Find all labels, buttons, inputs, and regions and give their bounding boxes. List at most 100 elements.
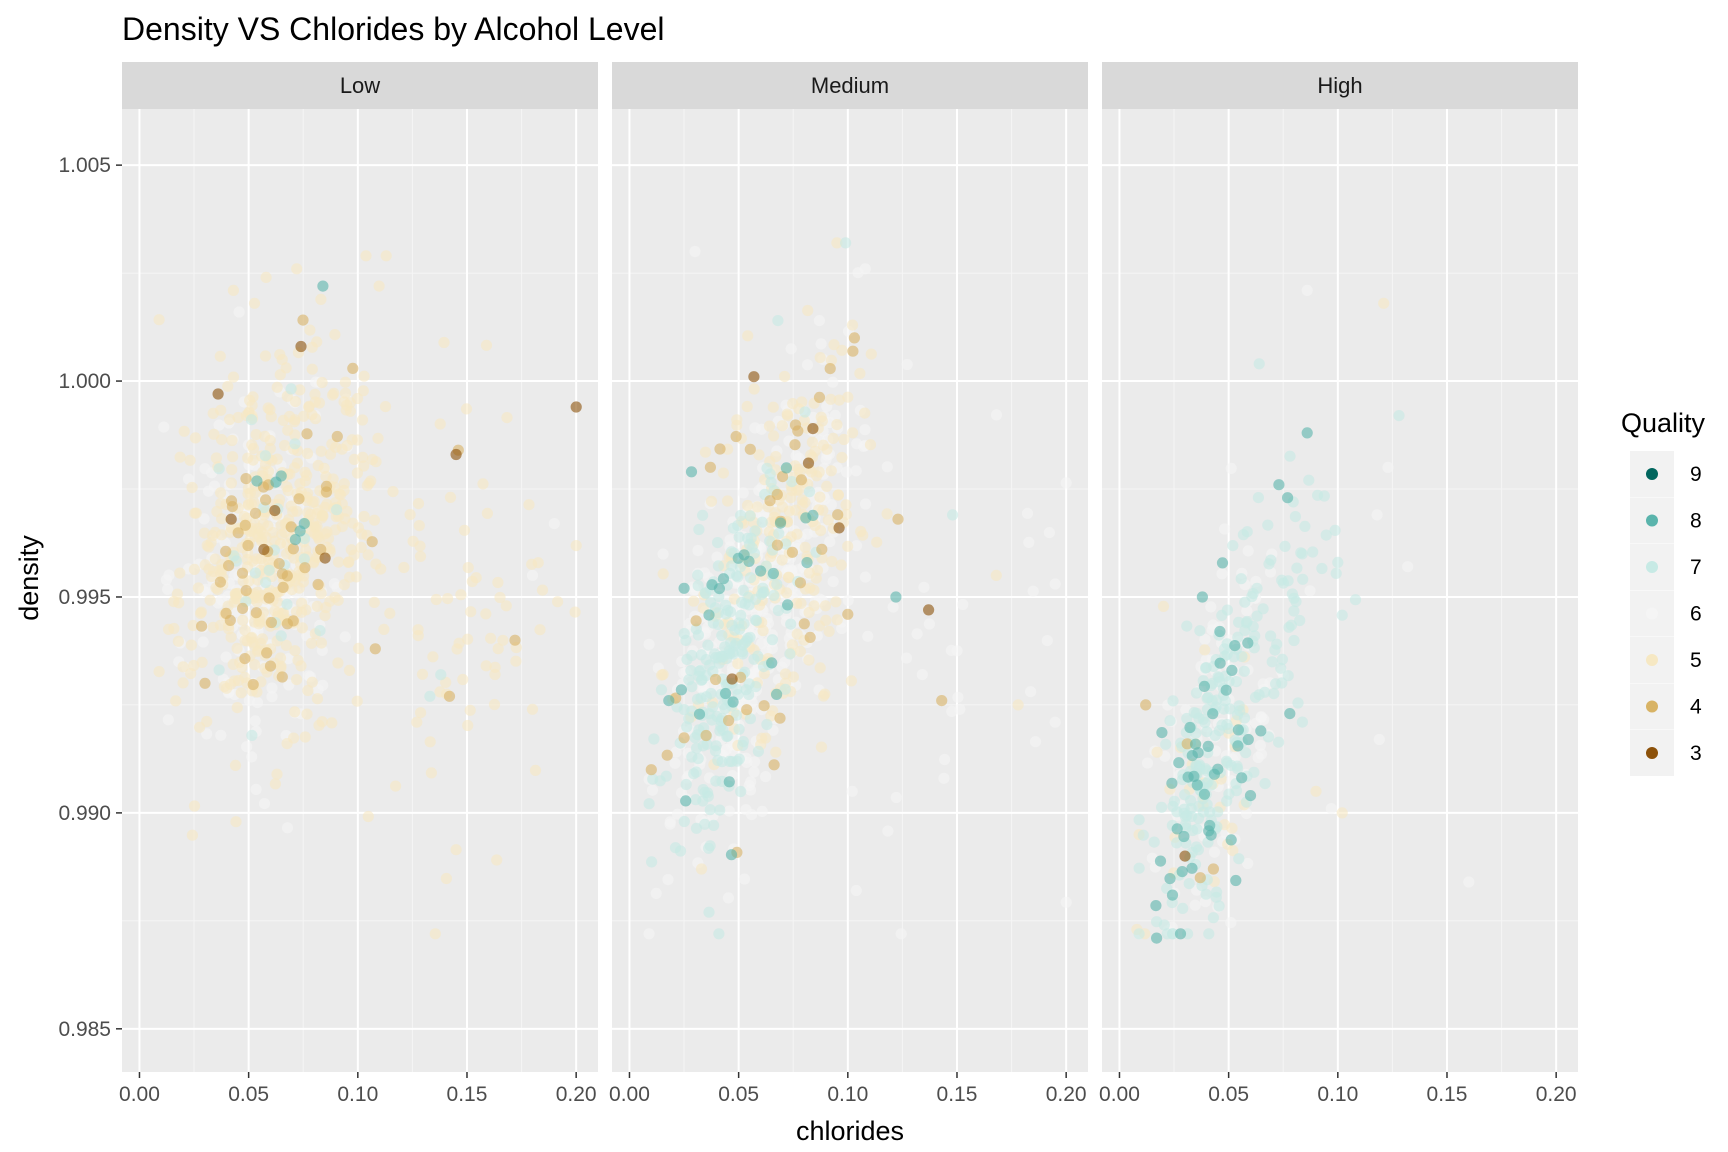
data-point (224, 413, 236, 426)
legend-label: 5 (1690, 649, 1702, 672)
data-point (1200, 654, 1212, 666)
data-point (1238, 665, 1250, 677)
data-point (753, 449, 765, 461)
data-point (815, 411, 827, 423)
data-point (785, 343, 797, 355)
data-point (293, 493, 305, 505)
data-point (656, 669, 668, 681)
data-point (302, 684, 314, 697)
data-point (1265, 630, 1277, 642)
data-point (911, 628, 923, 640)
data-point (1177, 902, 1189, 915)
data-point (774, 517, 787, 529)
data-point (225, 477, 237, 489)
legend-label: 9 (1690, 463, 1702, 486)
data-point (1151, 932, 1163, 944)
data-point (184, 454, 196, 466)
data-point (1242, 637, 1254, 649)
data-point (285, 383, 297, 395)
data-point (315, 587, 327, 600)
data-point (213, 463, 225, 475)
data-point (1239, 596, 1251, 608)
x-tick-label: 0.20 (1536, 1083, 1577, 1106)
data-point (330, 441, 342, 453)
data-point (283, 410, 296, 423)
data-point (440, 872, 452, 885)
data-point (661, 749, 673, 761)
data-point (269, 778, 281, 790)
data-point (1284, 708, 1296, 720)
data-point (763, 526, 775, 538)
data-point (689, 245, 701, 258)
x-tick-label: 0.10 (337, 1083, 378, 1106)
x-tick-label: 0.15 (447, 1083, 488, 1106)
data-point (485, 632, 497, 644)
data-point (703, 842, 715, 854)
data-point (1266, 656, 1278, 668)
data-point (444, 491, 457, 503)
data-point (1233, 853, 1245, 865)
legend-label: 4 (1690, 696, 1702, 719)
data-point (722, 892, 735, 904)
data-point (1204, 819, 1216, 832)
data-point (228, 675, 240, 687)
data-point (194, 607, 207, 620)
data-point (784, 648, 796, 660)
data-point (1257, 603, 1269, 615)
data-point (766, 657, 778, 669)
data-point (1201, 726, 1213, 738)
data-point (695, 692, 707, 704)
data-point (727, 696, 739, 708)
data-point (356, 414, 369, 426)
data-point (737, 584, 749, 597)
data-point (523, 499, 535, 511)
data-point (1194, 625, 1206, 637)
data-point (820, 614, 832, 627)
data-point (212, 388, 224, 400)
x-tick-label: 0.05 (1208, 1083, 1249, 1106)
data-point (1289, 510, 1301, 523)
data-point (764, 468, 776, 480)
data-point (739, 598, 751, 610)
data-point (1229, 640, 1241, 652)
data-point (320, 471, 332, 483)
data-point (859, 263, 871, 275)
data-point (860, 498, 872, 510)
legend-item-quality-7: 7 (1630, 544, 1702, 590)
data-point (250, 429, 262, 441)
data-point (1242, 857, 1254, 870)
data-point (1282, 575, 1294, 587)
data-point (748, 371, 760, 383)
data-point (748, 766, 760, 778)
data-point (326, 717, 338, 729)
data-point (749, 756, 761, 768)
data-point (766, 634, 779, 646)
data-point (203, 563, 215, 575)
data-point (328, 387, 340, 399)
data-point (1378, 297, 1390, 309)
data-point (1208, 846, 1221, 858)
data-point (1253, 689, 1265, 701)
data-point (187, 619, 199, 632)
data-point (240, 473, 252, 485)
data-point (744, 443, 756, 455)
data-point (1239, 624, 1251, 637)
data-point (1183, 878, 1195, 890)
data-point (734, 671, 747, 684)
data-point (224, 614, 236, 627)
data-point (333, 488, 345, 500)
data-point (864, 439, 877, 451)
data-point (331, 430, 343, 443)
data-point (786, 639, 799, 651)
data-point (276, 354, 288, 366)
data-point (1288, 605, 1300, 617)
data-point (859, 571, 872, 583)
data-point (737, 736, 750, 748)
data-point (1236, 650, 1248, 663)
data-point (1242, 733, 1254, 746)
data-point (865, 348, 877, 360)
data-point (414, 550, 427, 563)
data-point (1288, 634, 1300, 647)
data-point (315, 293, 327, 305)
data-point (353, 642, 365, 655)
